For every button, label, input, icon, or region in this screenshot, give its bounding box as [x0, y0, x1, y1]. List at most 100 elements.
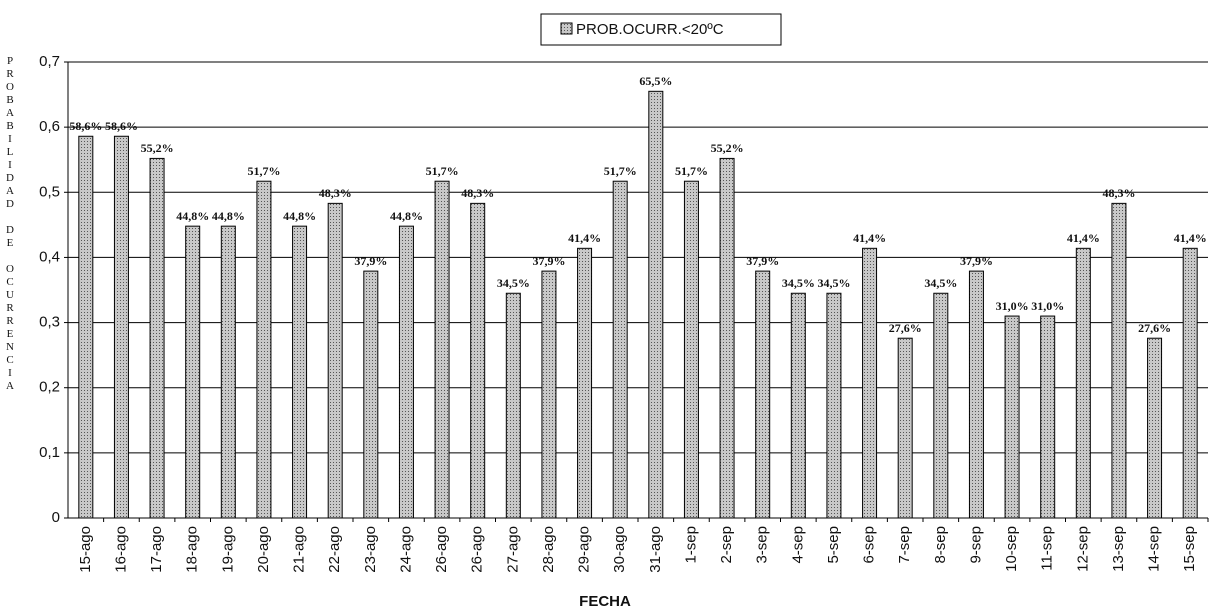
data-label: 58,6% — [69, 119, 102, 133]
bar — [862, 247, 878, 519]
x-tick-label: 22-ago — [326, 526, 343, 573]
bar — [78, 135, 94, 519]
bar — [505, 292, 521, 519]
data-label: 65,5% — [639, 74, 672, 88]
data-label: 37,9% — [532, 254, 565, 268]
data-label: 41,4% — [568, 231, 601, 245]
bar — [256, 180, 272, 519]
x-tick-label: 3-sep — [754, 526, 771, 564]
data-label: 48,3% — [1102, 186, 1135, 200]
bar — [826, 292, 842, 519]
bar — [541, 270, 557, 519]
x-tick-label: 4-sep — [789, 526, 806, 564]
data-label: 37,9% — [746, 254, 779, 268]
bar — [149, 157, 165, 519]
bar — [790, 292, 806, 519]
data-label: 51,7% — [675, 164, 708, 178]
data-label: 31,0% — [996, 299, 1029, 313]
x-tick-label: 8-sep — [932, 526, 949, 564]
x-tick-label: 18-ago — [184, 526, 201, 573]
data-label: 34,5% — [817, 276, 850, 290]
x-tick-label: 16-ago — [112, 526, 129, 573]
x-tick-label: 30-ago — [611, 526, 628, 573]
data-label: 44,8% — [212, 209, 245, 223]
x-tick-label: 26-ago — [433, 526, 450, 573]
x-tick-label: 21-ago — [291, 526, 308, 573]
data-label: 37,9% — [354, 254, 387, 268]
x-tick-label: 31-ago — [647, 526, 664, 573]
bar — [612, 180, 628, 519]
x-tick-label: 10-sep — [1003, 526, 1020, 572]
x-tick-label: 12-sep — [1074, 526, 1091, 572]
bar — [577, 247, 593, 519]
y-tick-label: 0,2 — [39, 379, 60, 396]
data-label: 41,4% — [1174, 231, 1207, 245]
data-label: 48,3% — [461, 186, 494, 200]
data-label: 44,8% — [283, 209, 316, 223]
bar — [648, 90, 664, 519]
x-tick-label: 15-ago — [77, 526, 94, 573]
y-tick-label: 0,5 — [39, 183, 60, 200]
data-label: 51,7% — [426, 164, 459, 178]
y-tick-label: 0,7 — [39, 53, 60, 70]
legend-box — [540, 13, 782, 46]
bar — [1075, 247, 1091, 519]
data-label: 34,5% — [497, 276, 530, 290]
x-tick-label: 14-sep — [1146, 526, 1163, 572]
data-label: 27,6% — [1138, 321, 1171, 335]
data-label: 34,5% — [782, 276, 815, 290]
x-axis-label: FECHA — [579, 593, 631, 610]
x-tick-label: 20-ago — [255, 526, 272, 573]
data-label: 51,7% — [247, 164, 280, 178]
x-tick-label: 9-sep — [967, 526, 984, 564]
x-tick-label: 15-sep — [1181, 526, 1198, 572]
x-tick-label: 26-ago — [469, 526, 486, 573]
bar — [1004, 315, 1020, 519]
bar — [719, 157, 735, 519]
bar — [113, 135, 129, 519]
x-tick-label: 13-sep — [1110, 526, 1127, 572]
legend-swatch — [560, 22, 573, 35]
bar — [327, 202, 343, 519]
data-label: 41,4% — [1067, 231, 1100, 245]
data-label: 41,4% — [853, 231, 886, 245]
x-tick-label: 29-ago — [576, 526, 593, 573]
bar — [398, 225, 414, 519]
y-axis-label: PROBABILIDAD DE OCURRENCIA — [4, 55, 16, 393]
data-label: 55,2% — [141, 141, 174, 155]
bar — [470, 202, 486, 519]
legend-label: PROB.OCURR.<20ºC — [576, 21, 724, 38]
data-label: 31,0% — [1031, 299, 1064, 313]
bar — [897, 337, 913, 519]
data-label: 58,6% — [105, 119, 138, 133]
data-label: 44,8% — [390, 209, 423, 223]
x-tick-label: 27-ago — [504, 526, 521, 573]
x-tick-label: 11-sep — [1039, 526, 1056, 571]
bar — [755, 270, 771, 519]
data-label: 55,2% — [711, 141, 744, 155]
y-tick-label: 0,4 — [39, 248, 60, 265]
bar — [185, 225, 201, 519]
bar — [292, 225, 308, 519]
x-tick-label: 19-ago — [219, 526, 236, 573]
x-tick-label: 1-sep — [682, 526, 699, 564]
x-tick-label: 5-sep — [825, 526, 842, 564]
bar — [1182, 247, 1198, 519]
data-label: 37,9% — [960, 254, 993, 268]
bar — [434, 180, 450, 519]
data-label: 34,5% — [924, 276, 957, 290]
x-tick-label: 23-ago — [362, 526, 379, 573]
y-tick-label: 0,3 — [39, 314, 60, 331]
data-label: 27,6% — [889, 321, 922, 335]
bar — [683, 180, 699, 519]
bar — [220, 225, 236, 519]
bar — [933, 292, 949, 519]
bar — [363, 270, 379, 519]
data-label: 48,3% — [319, 186, 352, 200]
x-tick-label: 7-sep — [896, 526, 913, 564]
x-tick-label: 2-sep — [718, 526, 735, 564]
bar — [1040, 315, 1056, 519]
y-tick-label: 0 — [52, 509, 60, 526]
bar — [1111, 202, 1127, 519]
